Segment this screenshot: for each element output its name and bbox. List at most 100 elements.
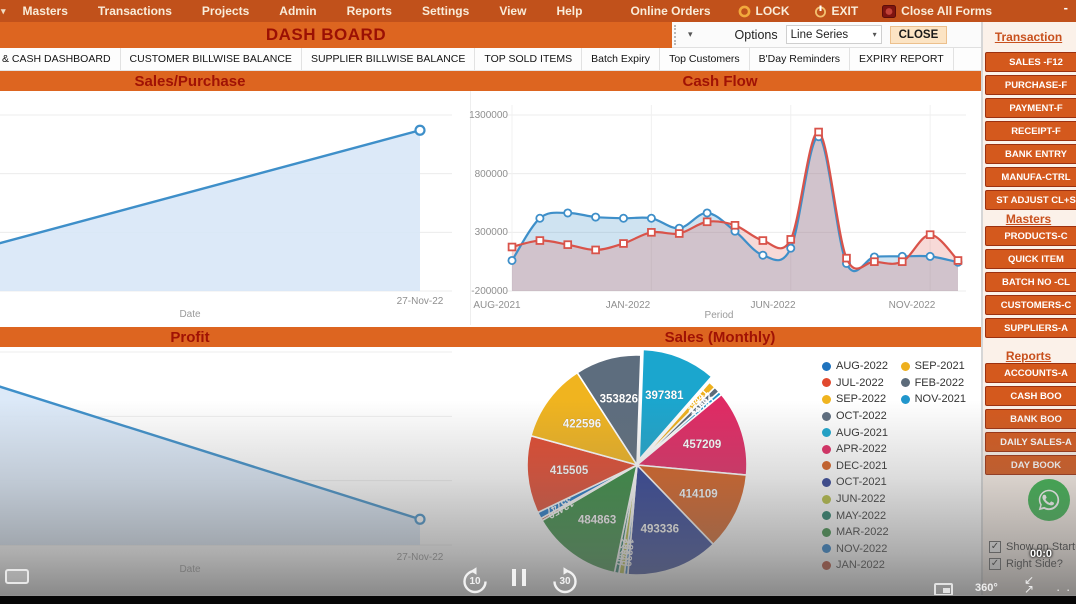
sidebar-button-suppliers-a[interactable]: SUPPLIERS-A (985, 318, 1076, 338)
forward-30-button[interactable]: 30 (550, 566, 580, 596)
sidebar-button-day-book[interactable]: DAY BOOK (985, 455, 1076, 475)
tab-top-sold-items[interactable]: TOP SOLD ITEMS (475, 48, 583, 70)
menu-item-close-all-forms[interactable]: Close All Forms (870, 4, 1004, 18)
sidebar-button-bank-boo[interactable]: BANK BOO (985, 409, 1076, 429)
forward-seconds: 30 (559, 576, 571, 587)
close-dashboard-button[interactable]: CLOSE (889, 25, 948, 44)
lock-icon (738, 5, 750, 17)
sidebar-header-transactions: Transaction (994, 30, 1063, 44)
legend-item-sep-2021[interactable]: SEP-2021 (900, 358, 966, 375)
captions-icon[interactable] (5, 569, 29, 584)
menu-item-view[interactable]: View (499, 4, 527, 18)
menu-item-reports[interactable]: Reports (346, 4, 392, 18)
legend-color-dot (900, 361, 910, 371)
sidebar-button-batch-no-cl[interactable]: BATCH NO -CL (985, 272, 1076, 292)
pause-bar (522, 569, 526, 586)
legend-item-mar-2022[interactable]: MAR-2022 (822, 524, 889, 541)
menu-item-label: Close All Forms (901, 4, 993, 18)
legend-color-dot (822, 394, 831, 404)
tab-b-day-reminders[interactable]: B'Day Reminders (749, 48, 851, 70)
minimize-button[interactable]: - (1063, 0, 1068, 15)
menu-item-exit[interactable]: EXIT (802, 4, 871, 18)
tab--cash-dashboard[interactable]: & CASH DASHBOARD (0, 48, 121, 70)
legend-color-dot (822, 428, 831, 438)
sidebar-button-quick-item[interactable]: QUICK ITEM (985, 249, 1076, 269)
menu-item-transactions[interactable]: Transactions (97, 4, 172, 18)
tab-customer-billwise-balance[interactable]: CUSTOMER BILLWISE BALANCE (120, 48, 302, 70)
y-tick: 1300000 (469, 110, 508, 121)
sidebar-button-daily-sales-a[interactable]: DAILY SALES-A (985, 432, 1076, 452)
sidebar-button-sales-f12[interactable]: SALES -F12 (985, 52, 1076, 72)
collapse-fullscreen-icon[interactable]: ↙ ↗ (1024, 574, 1034, 595)
legend-item-may-2022[interactable]: MAY-2022 (822, 507, 889, 524)
rewind-10-button[interactable]: 10 (460, 566, 490, 596)
svg-text:353826: 353826 (600, 393, 638, 405)
legend-item-oct-2021[interactable]: OCT-2021 (822, 474, 889, 491)
sidebar-button-st-adjust-cl-s[interactable]: ST ADJUST CL+S (985, 190, 1076, 210)
sales-purchase-title: Sales/Purchase (134, 72, 246, 90)
legend-item-aug-2022[interactable]: AUG-2022 (822, 358, 889, 375)
menu-item-help[interactable]: Help (556, 4, 583, 18)
sidebar-button-payment-f[interactable]: PAYMENT-F (985, 98, 1076, 118)
x-tick: NOV-2022 (888, 300, 936, 311)
chevron-down-icon[interactable]: ▾ (688, 29, 693, 39)
menu-item-masters[interactable]: Masters (22, 4, 68, 18)
legend-item-feb-2022[interactable]: FEB-2022 (900, 375, 966, 392)
legend-item-jul-2022[interactable]: JUL-2022 (822, 375, 889, 392)
sidebar-button-products-c[interactable]: PRODUCTS-C (985, 226, 1076, 246)
checkbox-checked-icon: ✓ (989, 541, 1001, 553)
x-tick: AUG-2021 (473, 300, 521, 311)
legend-item-nov-2022[interactable]: NOV-2022 (822, 541, 889, 558)
legend-item-oct-2022[interactable]: OCT-2022 (822, 408, 889, 425)
menu-item-lock[interactable]: LOCK (726, 4, 802, 18)
legend-item-jan-2022[interactable]: JAN-2022 (822, 557, 889, 574)
sidebar-button-manufa-ctrl[interactable]: MANUFA-CTRL (985, 167, 1076, 187)
tab-top-customers[interactable]: Top Customers (660, 48, 750, 70)
menu-item-settings[interactable]: Settings (421, 4, 470, 18)
legend-label: JUN-2022 (836, 493, 886, 506)
tab-supplier-billwise-balance[interactable]: SUPPLIER BILLWISE BALANCE (301, 48, 476, 70)
x-axis-label: Period (704, 310, 734, 321)
divider (470, 91, 471, 325)
legend-color-dot (822, 411, 831, 421)
cash-flow-title: Cash Flow (682, 72, 758, 90)
legend-item-dec-2021[interactable]: DEC-2021 (822, 458, 889, 475)
sidebar-button-cash-boo[interactable]: CASH BOO (985, 386, 1076, 406)
chart-header-strip-top: Sales/Purchase Cash Flow (0, 71, 981, 91)
sidebar-button-bank-entry[interactable]: BANK ENTRY (985, 144, 1076, 164)
menu-item-admin[interactable]: Admin (279, 4, 317, 18)
whatsapp-button[interactable] (1028, 479, 1070, 521)
tab-expiry-report[interactable]: EXPIRY REPORT (850, 48, 954, 70)
y-tick: 300000 (474, 227, 508, 238)
legend-label: MAR-2022 (836, 526, 889, 539)
bottom-black-bar (0, 596, 1076, 604)
x-tick: JUN-2022 (750, 300, 796, 311)
sidebar-button-customers-c[interactable]: CUSTOMERS-C (985, 295, 1076, 315)
x-tick: 27-Nov-22 (396, 296, 444, 307)
menu-item-online-orders[interactable]: Online Orders (630, 4, 711, 18)
y-tick: -200000 (471, 286, 508, 297)
legend-label: MAY-2022 (836, 509, 887, 522)
sidebar-button-accounts-a[interactable]: ACCOUNTS-A (985, 363, 1076, 383)
legend-item-jun-2022[interactable]: JUN-2022 (822, 491, 889, 508)
pause-button[interactable] (512, 569, 526, 586)
rotate-360-icon[interactable]: 360° (975, 582, 998, 594)
menu-item-projects[interactable]: Projects (201, 4, 250, 18)
sidebar-button-purchase-f[interactable]: PURCHASE-F (985, 75, 1076, 95)
legend-color-dot (822, 361, 831, 371)
close-forms-icon (882, 4, 897, 18)
tab-batch-expiry[interactable]: Batch Expiry (582, 48, 661, 70)
page-title: DASH BOARD (265, 25, 387, 44)
legend-item-sep-2022[interactable]: SEP-2022 (822, 391, 889, 408)
legend-label: SEP-2022 (836, 393, 887, 406)
legend-color-dot (822, 461, 831, 471)
legend-item-apr-2022[interactable]: APR-2022 (822, 441, 889, 458)
legend-color-dot (900, 378, 910, 388)
legend-label: OCT-2022 (836, 410, 887, 423)
sidebar-button-receipt-f[interactable]: RECEIPT-F (985, 121, 1076, 141)
svg-text:414109: 414109 (679, 489, 717, 501)
legend-item-nov-2021[interactable]: NOV-2021 (900, 391, 966, 408)
legend-item-aug-2021[interactable]: AUG-2021 (822, 424, 889, 441)
series-type-select[interactable]: Line Series ▾ (785, 25, 882, 44)
legend-label: AUG-2021 (836, 426, 888, 439)
